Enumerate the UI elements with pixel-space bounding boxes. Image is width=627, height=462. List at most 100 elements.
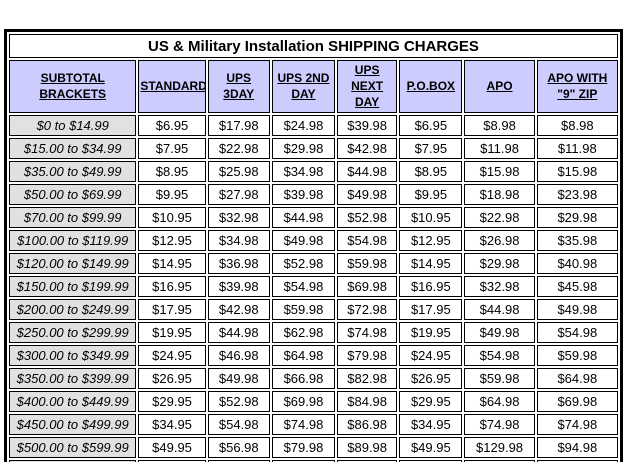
subtotal-bracket-cell: $600.00 to $699.99 <box>9 459 137 462</box>
subtotal-bracket-cell: $450.00 to $499.99 <box>9 413 137 435</box>
column-header-ups-2nd-day: UPS 2ND DAY <box>271 60 336 113</box>
charge-value-cell: $82.98 <box>337 367 398 389</box>
charge-value-cell: $12.95 <box>138 229 206 251</box>
table-row: $450.00 to $499.99 $34.95 $54.98 $74.98 $86.… <box>9 413 618 435</box>
charge-value-cell: $54.98 <box>536 321 618 343</box>
charge-value-cell: $7.95 <box>138 137 206 159</box>
charge-value-cell: $34.95 <box>138 413 206 435</box>
charge-value-cell: $49.95 <box>138 436 206 458</box>
charge-value-cell: $22.98 <box>464 206 535 228</box>
charge-value-cell: $54.98 <box>271 275 336 297</box>
table-row: $400.00 to $449.99 $29.95 $52.98 $69.98 $84.… <box>9 390 618 412</box>
charge-value-cell: $39.98 <box>207 275 270 297</box>
charge-value-cell: $19.95 <box>399 321 463 343</box>
table-row: $50.00 to $69.99 $9.95 $27.98 $39.98 $49.98 $… <box>9 183 618 205</box>
table-row: $300.00 to $349.99 $24.95 $46.98 $64.98 $79.… <box>9 344 618 366</box>
charge-value-cell: $32.98 <box>464 275 535 297</box>
subtotal-bracket-cell: $0 to $14.99 <box>9 114 137 136</box>
column-header-row: SUBTOTAL BRACKETS STANDARD UPS 3DAY UPS 2ND… <box>9 60 618 113</box>
table-row: $150.00 to $199.99 $16.95 $39.98 $54.98 $69.… <box>9 275 618 297</box>
charge-value-cell: $59.98 <box>536 344 618 366</box>
subtotal-bracket-cell: $500.00 to $599.99 <box>9 436 137 458</box>
charge-value-cell: $12.95 <box>399 229 463 251</box>
table-row: $250.00 to $299.99 $19.95 $44.98 $62.98 $74.… <box>9 321 618 343</box>
table-row: $200.00 to $249.99 $17.95 $42.98 $59.98 $72.… <box>9 298 618 320</box>
table-row: $500.00 to $599.99 $49.95 $56.98 $79.98 $89.… <box>9 436 618 458</box>
charge-value-cell: $79.98 <box>337 344 398 366</box>
charge-value-cell: $44.98 <box>271 206 336 228</box>
table-row: $0 to $14.99 $6.95 $17.98 $24.98 $39.98 $6.95… <box>9 114 618 136</box>
charge-value-cell: $19.95 <box>138 321 206 343</box>
charge-value-cell: $45.98 <box>536 275 618 297</box>
subtotal-bracket-cell: $100.00 to $119.99 <box>9 229 137 251</box>
charge-value-cell: $34.98 <box>207 229 270 251</box>
charge-value-cell: $72.98 <box>337 298 398 320</box>
table-body: $0 to $14.99 $6.95 $17.98 $24.98 $39.98 $6.95… <box>9 114 618 462</box>
charge-value-cell: $9.95 <box>399 183 463 205</box>
charge-value-cell: $17.95 <box>399 298 463 320</box>
charge-value-cell: $24.95 <box>138 344 206 366</box>
charge-value-cell: $6.95 <box>399 114 463 136</box>
charge-value-cell: $94.98 <box>536 436 618 458</box>
charge-value-cell: $9.95 <box>138 183 206 205</box>
table-row: $350.00 to $399.99 $26.95 $49.98 $66.98 $82.… <box>9 367 618 389</box>
charge-value-cell: $14.95 <box>399 252 463 274</box>
charge-value-cell: $26.95 <box>138 367 206 389</box>
charge-value-cell: $8.98 <box>536 114 618 136</box>
charge-value-cell: $29.98 <box>271 137 336 159</box>
charge-value-cell: $8.95 <box>399 160 463 182</box>
charge-value-cell: $7.95 <box>399 137 463 159</box>
charge-value-cell: $49.98 <box>271 229 336 251</box>
charge-value-cell: $52.98 <box>207 390 270 412</box>
subtotal-bracket-cell: $200.00 to $249.99 <box>9 298 137 320</box>
charge-value-cell: $16.95 <box>399 275 463 297</box>
charge-value-cell: $29.98 <box>536 206 618 228</box>
subtotal-bracket-cell: $35.00 to $49.99 <box>9 160 137 182</box>
charge-value-cell: $59.98 <box>464 367 535 389</box>
charge-value-cell: $44.98 <box>337 160 398 182</box>
charge-value-cell: $40.98 <box>536 252 618 274</box>
charge-value-cell: $46.98 <box>207 344 270 366</box>
column-header-apo-with-9-zip: APO WITH "9" ZIP <box>536 60 618 113</box>
subtotal-bracket-cell: $300.00 to $349.99 <box>9 344 137 366</box>
charge-value-cell: $23.98 <box>536 183 618 205</box>
charge-value-cell: $32.98 <box>207 206 270 228</box>
charge-value-cell: $59.98 <box>337 252 398 274</box>
charge-value-cell: $26.98 <box>464 229 535 251</box>
charge-value-cell: $52.98 <box>337 206 398 228</box>
charge-value-cell: $49.95 <box>399 436 463 458</box>
charge-value-cell: $74.98 <box>271 413 336 435</box>
subtotal-bracket-cell: $350.00 to $399.99 <box>9 367 137 389</box>
charge-value-cell: $56.98 <box>207 436 270 458</box>
charge-value-cell: $35.98 <box>536 229 618 251</box>
charge-value-cell: $8.95 <box>138 160 206 182</box>
charge-value-cell: $79.95 <box>399 459 463 462</box>
charge-value-cell: $54.98 <box>337 229 398 251</box>
table-row: $600.00 to $699.99$79.95$59.98$84.98$94.… <box>9 459 618 462</box>
charge-value-cell: $11.98 <box>536 137 618 159</box>
table-row: $120.00 to $149.99 $14.95 $36.98 $52.98 $59.… <box>9 252 618 274</box>
charge-value-cell: $59.98 <box>207 459 270 462</box>
charge-value-cell: $49.98 <box>337 183 398 205</box>
table-row: $35.00 to $49.99 $8.95 $25.98 $34.98 $44.98 $… <box>9 160 618 182</box>
charge-value-cell: $84.98 <box>337 390 398 412</box>
charge-value-cell: $17.95 <box>138 298 206 320</box>
subtotal-bracket-cell: $15.00 to $34.99 <box>9 137 137 159</box>
charge-value-cell: $44.98 <box>207 321 270 343</box>
table-row: $70.00 to $99.99 $10.95 $32.98 $44.98 $52.98… <box>9 206 618 228</box>
charge-value-cell: $129.98 <box>464 436 535 458</box>
subtotal-bracket-cell: $250.00 to $299.99 <box>9 321 137 343</box>
charge-value-cell: $109.98 <box>536 459 618 462</box>
charge-value-cell: $29.95 <box>138 390 206 412</box>
charge-value-cell: $34.98 <box>271 160 336 182</box>
table-head: US & Military Installation SHIPPING CHAR… <box>9 34 618 113</box>
charge-value-cell: $22.98 <box>207 137 270 159</box>
subtotal-bracket-cell: $400.00 to $449.99 <box>9 390 137 412</box>
column-header-po-box: P.O.BOX <box>399 60 463 113</box>
subtotal-bracket-cell: $120.00 to $149.99 <box>9 252 137 274</box>
charge-value-cell: $79.95 <box>138 459 206 462</box>
charge-value-cell: $39.98 <box>271 183 336 205</box>
charge-value-cell: $62.98 <box>271 321 336 343</box>
table-row: $15.00 to $34.99 $7.95 $22.98 $29.98 $42.98 $… <box>9 137 618 159</box>
